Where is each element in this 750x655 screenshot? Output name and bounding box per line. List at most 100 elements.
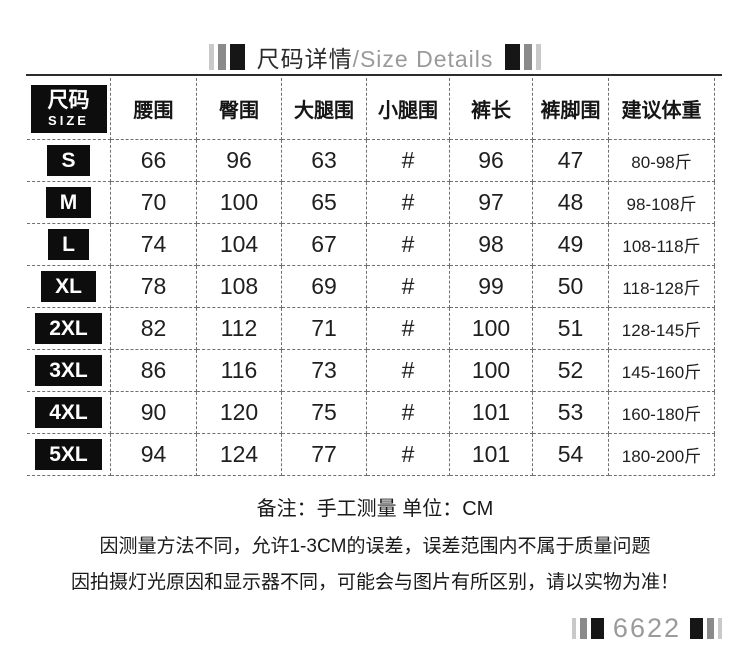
table-cell: 128-145斤: [609, 308, 715, 350]
size-label-cell: 5XL: [27, 434, 111, 476]
table-cell: 101: [450, 434, 533, 476]
decor-bar-light: [718, 618, 722, 639]
table-cell: 73: [282, 350, 367, 392]
table-cell: 104: [197, 224, 282, 266]
table-cell: #: [367, 308, 450, 350]
table-cell: 48: [533, 182, 609, 224]
table-cell: 118-128斤: [609, 266, 715, 308]
column-header-waist: 腰围: [111, 78, 197, 140]
column-header-thigh: 大腿围: [282, 78, 367, 140]
title-chinese: 尺码详情: [256, 46, 353, 72]
decor-bar-black: [590, 618, 604, 639]
table-cell: 160-180斤: [609, 392, 715, 434]
size-label-cell: 4XL: [27, 392, 111, 434]
table-cell: 67: [282, 224, 367, 266]
table-cell: 100: [197, 182, 282, 224]
table-cell: 78: [111, 266, 197, 308]
table-cell: 47: [533, 140, 609, 182]
table-cell: 51: [533, 308, 609, 350]
table-cell: 100: [450, 350, 533, 392]
size-badge: 5XL: [35, 439, 102, 470]
table-cell: 80-98斤: [609, 140, 715, 182]
table-cell: 75: [282, 392, 367, 434]
table-cell: 65: [282, 182, 367, 224]
table-cell: 86: [111, 350, 197, 392]
table-cell: 108: [197, 266, 282, 308]
size-header-badge: 尺码 SIZE: [30, 84, 107, 133]
table-cell: 74: [111, 224, 197, 266]
table-cell: 49: [533, 224, 609, 266]
table-cell: #: [367, 350, 450, 392]
table-cell: 99: [450, 266, 533, 308]
table-cell: 116: [197, 350, 282, 392]
decor-bar-gray: [579, 618, 587, 639]
size-badge: 4XL: [35, 397, 102, 428]
decor-bar-black: [690, 618, 703, 639]
size-label-cell: S: [27, 140, 111, 182]
table-cell: 180-200斤: [609, 434, 715, 476]
table-cell: 82: [111, 308, 197, 350]
size-badge: 3XL: [35, 355, 102, 386]
page-title: 尺码详情/Size Details: [0, 42, 750, 72]
table-cell: 98-108斤: [609, 182, 715, 224]
table-cell: 70: [111, 182, 197, 224]
table-cell: 69: [282, 266, 367, 308]
table-cell: 77: [282, 434, 367, 476]
size-label-cell: 3XL: [27, 350, 111, 392]
title-right-bars-icon: [505, 44, 542, 70]
title-english: /Size Details: [352, 46, 494, 72]
table-cell: 50: [533, 266, 609, 308]
table-cell: 66: [111, 140, 197, 182]
table-cell: 53: [533, 392, 609, 434]
table-cell: #: [367, 266, 450, 308]
decor-bar-gray: [707, 618, 714, 639]
footer-code-row: 6622: [571, 613, 722, 644]
title-left-bars-icon: [208, 44, 245, 70]
size-badge: L: [48, 229, 89, 260]
table-cell: 94: [111, 434, 197, 476]
table-cell: 52: [533, 350, 609, 392]
size-label-cell: 2XL: [27, 308, 111, 350]
table-cell: 98: [450, 224, 533, 266]
size-table: 尺码 SIZE 腰围 臀围 大腿围 小腿围 裤长 裤脚围 建议体重 S 66 9…: [27, 78, 715, 476]
table-cell: 120: [197, 392, 282, 434]
tolerance-note: 因测量方法不同，允许1-3CM的误差，误差范围内不属于质量问题: [99, 536, 651, 557]
table-cell: 100: [450, 308, 533, 350]
decor-bar-black: [505, 44, 521, 70]
footer-left-bars-icon: [571, 618, 604, 639]
size-label-cell: L: [27, 224, 111, 266]
column-header-pants-length: 裤长: [450, 78, 533, 140]
column-header-calf: 小腿围: [367, 78, 450, 140]
footer-right-bars-icon: [690, 618, 722, 639]
table-cell: 63: [282, 140, 367, 182]
table-cell: 145-160斤: [609, 350, 715, 392]
table-cell: #: [367, 182, 450, 224]
size-badge: S: [47, 145, 90, 176]
size-label-cell: XL: [27, 266, 111, 308]
decor-bar-black: [229, 44, 245, 70]
size-badge: M: [45, 187, 92, 218]
title-divider: [26, 74, 722, 76]
table-cell: 96: [450, 140, 533, 182]
table-cell: #: [367, 434, 450, 476]
decor-bar-gray: [524, 44, 533, 70]
column-header-size: 尺码 SIZE: [27, 78, 111, 140]
style-code: 6622: [612, 613, 681, 643]
size-header-cn: 尺码: [47, 89, 90, 112]
decor-bar-light: [208, 44, 214, 70]
table-cell: 90: [111, 392, 197, 434]
size-badge: 2XL: [35, 313, 102, 344]
table-cell: 124: [197, 434, 282, 476]
table-cell: 108-118斤: [609, 224, 715, 266]
size-label-cell: M: [27, 182, 111, 224]
decor-bar-light: [536, 44, 542, 70]
table-cell: 97: [450, 182, 533, 224]
table-cell: #: [367, 140, 450, 182]
measurement-remark: 备注：手工测量 单位：CM: [256, 498, 494, 520]
table-cell: 96: [197, 140, 282, 182]
decor-bar-light: [571, 618, 576, 639]
table-cell: #: [367, 392, 450, 434]
table-cell: 54: [533, 434, 609, 476]
size-header-en: SIZE: [48, 113, 89, 128]
table-cell: 71: [282, 308, 367, 350]
